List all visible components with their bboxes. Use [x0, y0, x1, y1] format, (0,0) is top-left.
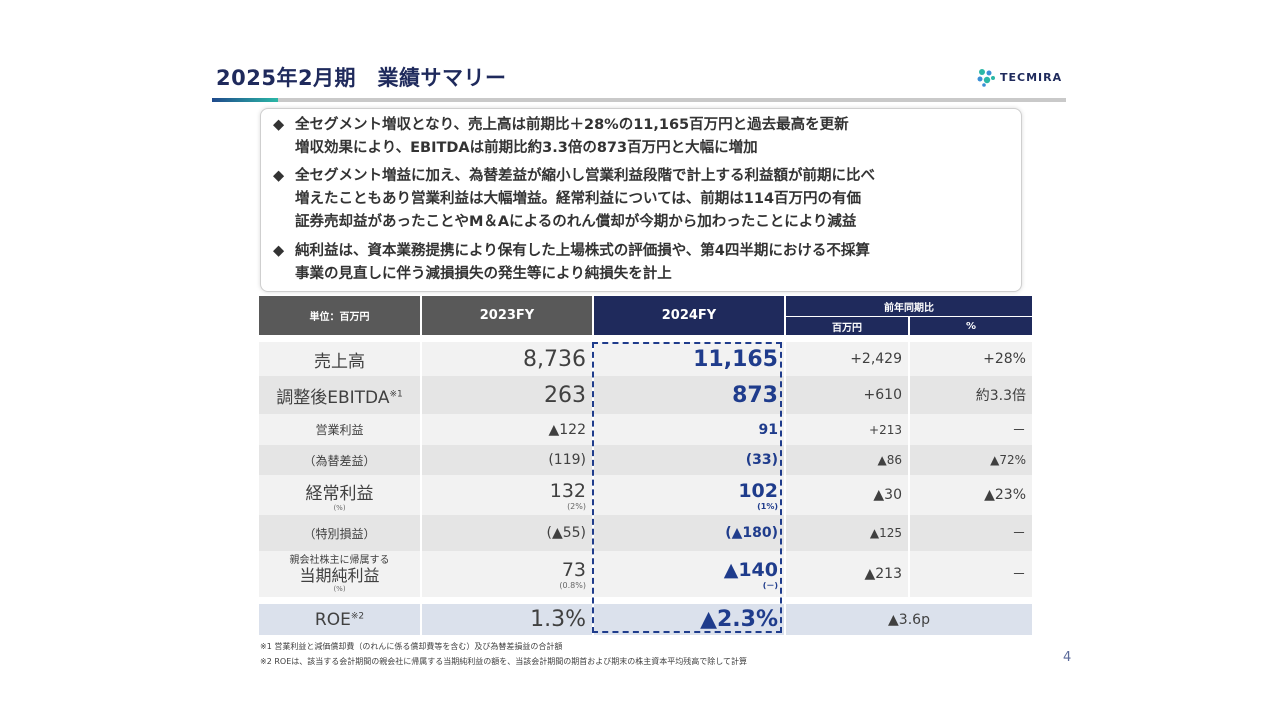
company-logo: TECMIRA [976, 67, 1062, 87]
summary-text: 増収効果により、EBITDAは前期比約3.3倍の873百万円と大幅に増加 [295, 140, 758, 156]
value-note: (1%) [757, 501, 778, 511]
row-label: 営業利益 [259, 414, 420, 445]
row-label: ROE※2 [259, 604, 420, 635]
value-pct: ▲72% [910, 445, 1032, 475]
value-main: 132 [549, 479, 586, 502]
summary-box: ◆ 全セグメント増収となり、売上高は前期比＋28%の11,165百万円と過去最高を… [260, 108, 1022, 292]
value-fy2024: 11,165 [594, 342, 784, 376]
header-unit: 単位：百万円 [259, 296, 420, 335]
table-row: ROE※2 1.3% ▲2.3% ▲3.6p [259, 604, 1032, 635]
value-diff: +610 [786, 376, 908, 414]
row-label: 親会社株主に帰属する 当期純利益 (%) [259, 551, 420, 597]
value-fy2023: 73 (0.8%) [422, 551, 592, 597]
value-pct: － [910, 414, 1032, 445]
table-row: 調整後EBITDA※1 263 873 +610 約3.3倍 [259, 376, 1032, 414]
value-note: (－) [762, 580, 778, 590]
value-diff: +213 [786, 414, 908, 445]
table-row: 営業利益 ▲122 91 +213 － [259, 414, 1032, 445]
row-label-text: 経常利益 [305, 483, 374, 504]
header-yoy-pct: % [910, 316, 1032, 335]
value-main: ▲140 [723, 558, 778, 581]
value-fy2024: 91 [594, 414, 784, 445]
footnote-ref: ※1 [389, 388, 403, 399]
header-yoy-amount: 百万円 [786, 316, 908, 335]
value-fy2023: 8,736 [422, 342, 592, 376]
diamond-icon: ◆ [273, 168, 285, 184]
summary-bullet: ◆ 全セグメント増益に加え、為替差益が縮小し営業利益段階で計上する利益額が前期に比… [273, 165, 875, 234]
row-label: 売上高 [259, 342, 420, 376]
value-diff: ▲86 [786, 445, 908, 475]
value-note: (0.8%) [559, 580, 586, 590]
summary-text: 事業の見直しに伴う減損損失の発生等により純損失を計上 [295, 266, 672, 282]
title-underline-accent [212, 98, 278, 102]
value-diff: +2,429 [786, 342, 908, 376]
summary-text: 証券売却益があったことやM＆Aによるのれん償却が今期から加わったことにより減益 [295, 214, 857, 230]
header-fy2023: 2023FY [422, 296, 592, 335]
footnote: ※1 営業利益と減価償却費（のれんに係る償却費等を含む）及び為替差損益の合計額 [260, 642, 563, 651]
value-diff: ▲213 [786, 551, 908, 597]
logo-text: TECMIRA [1000, 70, 1063, 84]
row-label-top: 親会社株主に帰属する [289, 555, 390, 566]
summary-bullet: ◆ 純利益は、資本業務提携により保有した上場株式の評価損や、第4四半期における不採… [273, 240, 870, 286]
row-label: （為替差益） [259, 445, 420, 475]
value-fy2023: (119) [422, 445, 592, 475]
value-fy2024: ▲2.3% [594, 604, 784, 635]
row-label: （特別損益） [259, 515, 420, 551]
summary-text: 増えたこともあり営業利益は大幅増益。経常利益については、前期は114百万円の有価 [295, 191, 862, 207]
value-pct: ▲23% [910, 475, 1032, 515]
table-row: 売上高 8,736 11,165 +2,429 +28% [259, 342, 1032, 376]
value-main: 102 [738, 479, 778, 502]
value-pct: － [910, 515, 1032, 551]
value-fy2023: (▲55) [422, 515, 592, 551]
value-pct: +28% [910, 342, 1032, 376]
table-row: （為替差益） (119) (33) ▲86 ▲72% [259, 445, 1032, 475]
table-row: 親会社株主に帰属する 当期純利益 (%) 73 (0.8%) ▲140 (－) ▲2… [259, 551, 1032, 597]
value-diff: ▲125 [786, 515, 908, 551]
summary-text: 全セグメント増収となり、売上高は前期比＋28%の11,165百万円と過去最高を更… [295, 117, 849, 133]
header-yoy: 前年同期比 [786, 296, 1032, 316]
row-label-note: (%) [333, 585, 346, 593]
value-fy2024: 873 [594, 376, 784, 414]
row-label-text: 当期純利益 [299, 566, 380, 585]
title-underline [212, 98, 1066, 102]
value-fy2023: 1.3% [422, 604, 592, 635]
diamond-icon: ◆ [273, 117, 285, 133]
row-label: 調整後EBITDA※1 [259, 376, 420, 414]
summary-text: 純利益は、資本業務提携により保有した上場株式の評価損や、第4四半期における不採算 [295, 243, 870, 259]
value-pct: － [910, 551, 1032, 597]
value-main: 73 [561, 558, 586, 581]
row-label: 経常利益 (%) [259, 475, 420, 515]
summary-text: 全セグメント増益に加え、為替差益が縮小し営業利益段階で計上する利益額が前期に比べ [295, 168, 875, 184]
value-fy2024: 102 (1%) [594, 475, 784, 515]
summary-bullet: ◆ 全セグメント増収となり、売上高は前期比＋28%の11,165百万円と過去最高を… [273, 114, 849, 160]
row-label-text: 調整後EBITDA [276, 387, 390, 408]
table-row: 経常利益 (%) 132 (2%) 102 (1%) ▲30 ▲23% [259, 475, 1032, 515]
page-number: 4 [1063, 650, 1072, 665]
header-fy2024: 2024FY [594, 296, 784, 335]
diamond-icon: ◆ [273, 243, 285, 259]
tecmira-logo-icon [977, 69, 995, 87]
value-pct: 約3.3倍 [910, 376, 1032, 414]
footnote-ref: ※2 [350, 610, 365, 621]
row-label-note: (%) [333, 503, 346, 512]
value-fy2023: 132 (2%) [422, 475, 592, 515]
value-fy2023: ▲122 [422, 414, 592, 445]
footnote: ※2 ROEは、該当する会計期間の親会社に帰属する当期純利益の額を、当該会計期間… [260, 657, 747, 666]
value-fy2024: (33) [594, 445, 784, 475]
table-row: （特別損益） (▲55) (▲180) ▲125 － [259, 515, 1032, 551]
value-fy2024: ▲140 (－) [594, 551, 784, 597]
row-label-text: ROE [314, 609, 351, 630]
value-diff: ▲3.6p [786, 604, 1032, 635]
financial-table: 単位：百万円 2023FY 2024FY 前年同期比 百万円 % 売上高 8,7… [257, 296, 1034, 635]
value-diff: ▲30 [786, 475, 908, 515]
value-note: (2%) [567, 501, 586, 511]
value-fy2023: 263 [422, 376, 592, 414]
value-fy2024: (▲180) [594, 515, 784, 551]
page-title: 2025年2月期 業績サマリー [216, 66, 507, 90]
